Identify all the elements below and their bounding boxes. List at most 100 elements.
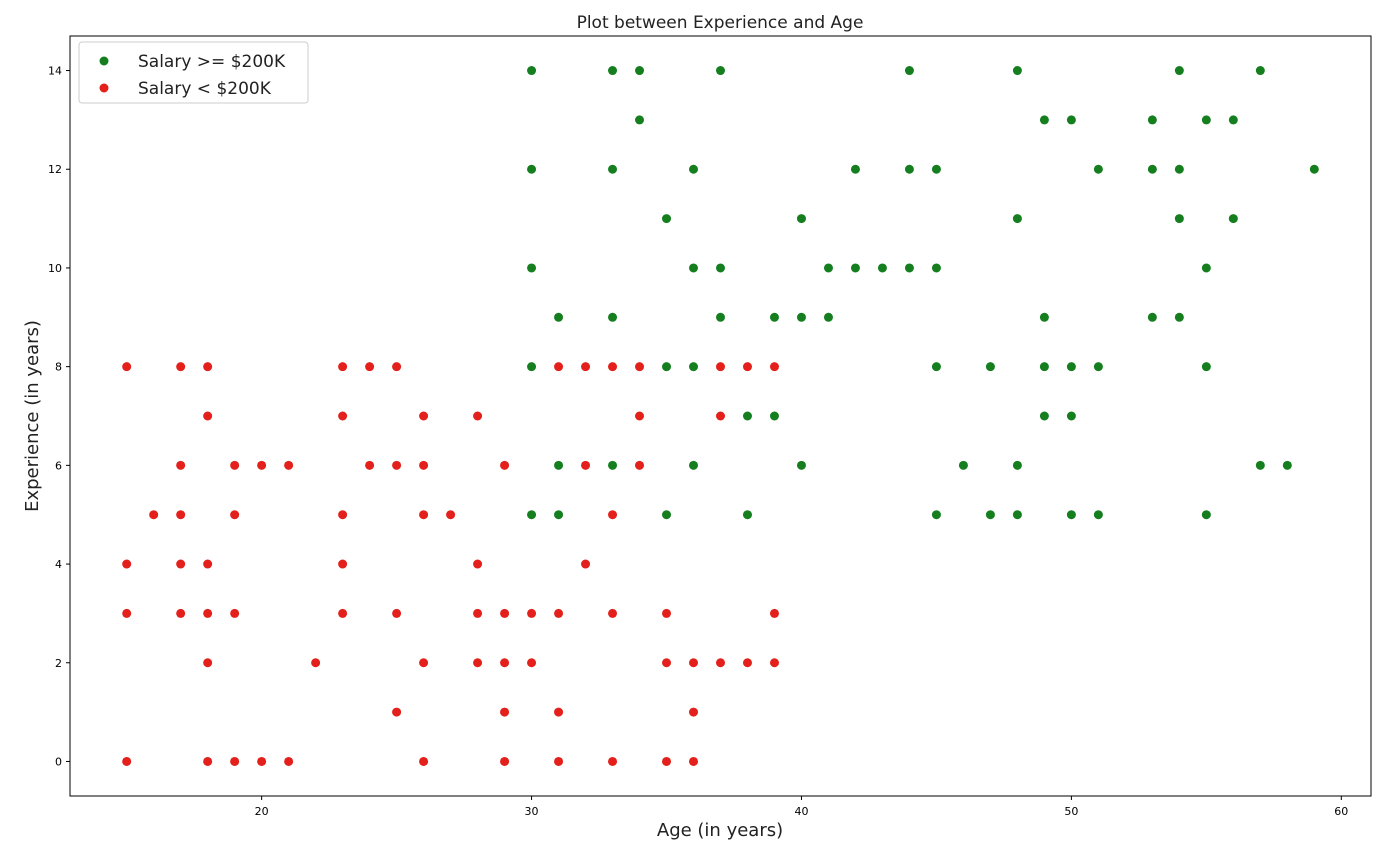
data-point (500, 658, 510, 668)
data-point (419, 510, 429, 520)
data-point (473, 411, 483, 421)
data-point (419, 460, 429, 470)
data-point (796, 312, 806, 322)
legend-marker-high-salary (99, 56, 109, 66)
data-point (716, 263, 725, 273)
data-point (904, 164, 914, 174)
data-point (1066, 115, 1076, 125)
data-point (230, 460, 240, 470)
data-point (742, 510, 752, 520)
data-point (203, 608, 213, 618)
legend-label-high-salary: Salary >= $200K (138, 52, 286, 72)
legend-marker-low-salary (99, 83, 109, 93)
data-point (1282, 460, 1292, 470)
data-point (796, 460, 806, 470)
chart-title: Plot between Experience and Age (577, 13, 864, 33)
data-point (662, 756, 672, 766)
data-point (689, 460, 699, 470)
data-point (230, 756, 240, 766)
data-points (122, 66, 1319, 766)
data-point (203, 411, 213, 421)
data-point (1201, 263, 1211, 273)
data-point (1201, 362, 1211, 372)
data-point (581, 362, 591, 372)
data-point (1228, 115, 1238, 125)
data-point (365, 362, 375, 372)
data-point (203, 362, 213, 372)
data-point (635, 362, 645, 372)
data-point (796, 214, 806, 224)
x-axis-ticks: 20 30 40 50 60 (255, 796, 1348, 818)
data-point (554, 510, 564, 520)
data-point (392, 707, 402, 717)
data-point (554, 460, 564, 470)
data-point (527, 658, 537, 668)
data-point (904, 66, 914, 76)
data-point (1255, 66, 1265, 76)
data-point (662, 362, 672, 372)
data-point (176, 460, 186, 470)
data-point (1147, 164, 1157, 174)
data-point (554, 608, 564, 618)
data-point (392, 608, 402, 618)
data-point (958, 460, 968, 470)
data-point (1012, 460, 1022, 470)
data-point (527, 608, 537, 618)
y-tick-label: 10 (48, 262, 62, 275)
y-tick-label: 8 (55, 361, 62, 374)
data-point (1066, 411, 1076, 421)
data-point (689, 658, 699, 668)
data-point (1201, 115, 1211, 125)
data-point (689, 164, 699, 174)
data-point (122, 756, 132, 766)
data-point (473, 559, 483, 569)
data-point (284, 460, 294, 470)
data-point (500, 756, 510, 766)
data-point (392, 362, 402, 372)
data-point (608, 460, 618, 470)
legend-box (78, 41, 309, 104)
data-point (122, 362, 132, 372)
data-point (1039, 362, 1049, 372)
x-tick-label: 60 (1334, 805, 1348, 818)
data-point (500, 608, 510, 618)
data-point (500, 707, 510, 717)
data-point (581, 460, 591, 470)
data-point (904, 263, 914, 273)
data-point (338, 559, 348, 569)
data-point (392, 460, 402, 470)
data-point (122, 559, 132, 569)
data-point (662, 658, 672, 668)
data-point (716, 312, 725, 322)
data-point (635, 411, 645, 421)
data-point (1039, 312, 1049, 322)
data-point (1093, 164, 1103, 174)
data-point (1012, 214, 1022, 224)
data-point (203, 658, 213, 668)
data-point (985, 362, 995, 372)
series-low-salary (122, 362, 779, 766)
data-point (635, 66, 645, 76)
data-point (931, 164, 941, 174)
y-tick-label: 12 (48, 163, 62, 176)
data-point (689, 756, 699, 766)
data-point (689, 263, 699, 273)
data-point (554, 362, 564, 372)
data-point (311, 658, 321, 668)
data-point (446, 510, 456, 520)
data-point (473, 658, 483, 668)
data-point (608, 756, 618, 766)
data-point (716, 411, 725, 421)
data-point (527, 164, 537, 174)
data-point (365, 460, 375, 470)
data-point (419, 658, 429, 668)
data-point (1147, 312, 1157, 322)
data-point (662, 510, 672, 520)
y-axis-ticks: 0 2 4 6 8 10 12 14 (48, 65, 70, 768)
data-point (338, 411, 348, 421)
data-point (1012, 510, 1022, 520)
data-point (1201, 510, 1211, 520)
data-point (122, 608, 132, 618)
